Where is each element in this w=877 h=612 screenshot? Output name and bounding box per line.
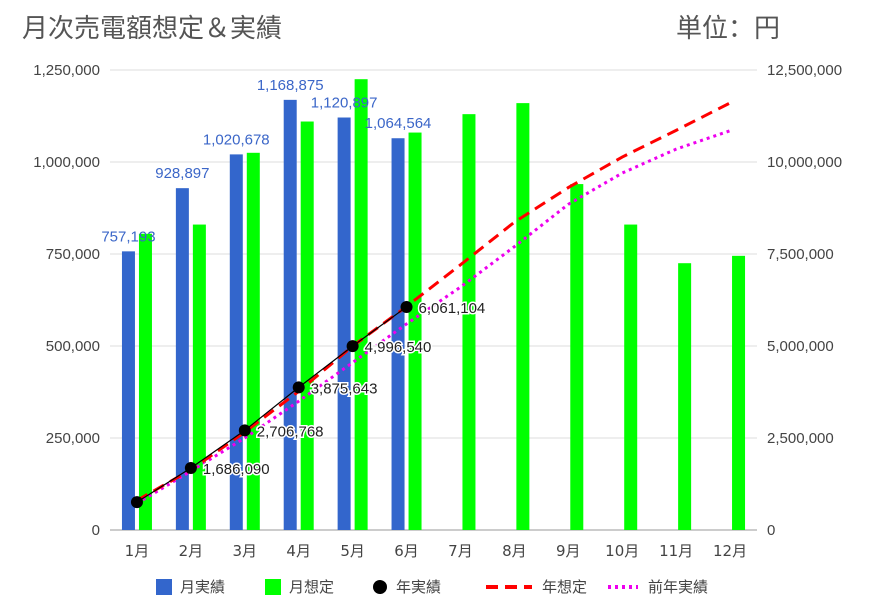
bar-value-label: 757,193 xyxy=(101,228,155,245)
x-tick-label: 3月 xyxy=(233,542,258,560)
legend-swatch xyxy=(156,579,172,595)
right-tick-label: 12,500,000 xyxy=(767,62,842,79)
x-tick-label: 9月 xyxy=(556,542,581,560)
left-axis: 0 250,000 500,000 750,000 1,000,000 1,250,000 xyxy=(33,62,100,539)
bar-forecast xyxy=(516,103,530,531)
x-tick-label: 12月 xyxy=(713,542,747,560)
bar-forecast xyxy=(138,233,152,530)
legend-label: 前年実績 xyxy=(648,578,708,596)
point-value-label: 4,996,540 xyxy=(365,339,432,356)
bar-forecast xyxy=(354,79,368,530)
grid xyxy=(110,69,757,531)
point-annual-actual xyxy=(292,381,305,394)
legend-label: 月想定 xyxy=(289,578,334,596)
bar-forecast xyxy=(300,121,314,531)
line-annual-actual xyxy=(136,306,407,503)
legend-label: 年想定 xyxy=(542,578,587,596)
point-annual-actual xyxy=(400,300,413,313)
legend: 月実績 月想定 年実績 年想定 前年実績 xyxy=(156,578,708,596)
legend-label: 年実績 xyxy=(396,578,441,596)
labels: 757,193 928,897 1,020,678 1,168,8751,120,89… xyxy=(101,77,486,480)
x-tick-label: 1月 xyxy=(125,542,150,560)
x-axis: 1月 2月 3月 4月 5月 6月 7月 8月 9月 10月 11月 12月 xyxy=(125,542,747,560)
point-value-label: 3,875,643 xyxy=(311,380,378,397)
point-value-label: 2,706,768 xyxy=(257,423,324,440)
bar-value-label: 1,020,678 xyxy=(203,131,270,148)
left-tick-label: 750,000 xyxy=(46,246,100,263)
bar-value-label: 1,064,564 xyxy=(365,115,432,132)
right-tick-label: 0 xyxy=(767,522,775,539)
left-tick-label: 500,000 xyxy=(46,338,100,355)
line-prev-year xyxy=(136,129,731,505)
point-annual-actual xyxy=(238,424,251,437)
legend-swatch xyxy=(265,579,281,595)
legend-label: 月実績 xyxy=(180,578,225,596)
bar-actual xyxy=(391,138,405,530)
x-tick-label: 5月 xyxy=(340,542,365,560)
lines xyxy=(136,101,731,505)
bar-actual xyxy=(337,117,351,531)
point-annual-actual xyxy=(346,340,359,353)
point-value-label: 1,686,090 xyxy=(203,461,270,478)
x-tick-label: 11月 xyxy=(659,542,693,560)
left-tick-label: 1,250,000 xyxy=(33,62,100,79)
unit-label: 単位：円 xyxy=(676,14,781,44)
bar-actual xyxy=(175,188,189,531)
x-tick-label: 4月 xyxy=(286,542,311,560)
x-tick-label: 6月 xyxy=(394,542,419,560)
bar-forecast xyxy=(408,132,422,530)
left-tick-label: 0 xyxy=(92,522,100,539)
left-tick-label: 1,000,000 xyxy=(33,154,100,171)
point-value-label: 6,061,104 xyxy=(419,300,486,317)
bar-forecast xyxy=(678,263,692,530)
right-tick-label: 2,500,000 xyxy=(767,430,834,447)
bar-forecast xyxy=(732,255,746,530)
right-tick-label: 7,500,000 xyxy=(767,246,834,263)
points xyxy=(130,300,413,509)
right-axis: 0 2,500,000 5,000,000 7,500,000 10,000,000 12… xyxy=(767,62,842,539)
left-tick-label: 250,000 xyxy=(46,430,100,447)
x-tick-label: 7月 xyxy=(448,542,473,560)
x-tick-label: 8月 xyxy=(502,542,527,560)
bar-value-label: 1,120,897 xyxy=(311,95,378,112)
bar-value-label: 1,168,875 xyxy=(257,77,324,94)
right-tick-label: 10,000,000 xyxy=(767,154,842,171)
x-tick-label: 2月 xyxy=(179,542,204,560)
bar-actual xyxy=(283,99,297,530)
bar-forecast xyxy=(192,224,206,530)
point-annual-actual xyxy=(184,461,197,474)
point-annual-actual xyxy=(130,496,143,509)
bars xyxy=(121,79,746,531)
bar-forecast xyxy=(246,152,260,531)
bar-value-label: 928,897 xyxy=(155,165,209,182)
bar-actual xyxy=(121,251,135,531)
chart-title: 月次売電額想定＆実績 xyxy=(22,14,283,44)
bar-forecast xyxy=(462,114,476,530)
line-annual-forecast xyxy=(136,101,731,502)
bar-forecast xyxy=(624,224,638,530)
bar-forecast xyxy=(570,184,584,530)
x-tick-label: 10月 xyxy=(605,542,639,560)
legend-swatch xyxy=(373,580,387,594)
right-tick-label: 5,000,000 xyxy=(767,338,834,355)
